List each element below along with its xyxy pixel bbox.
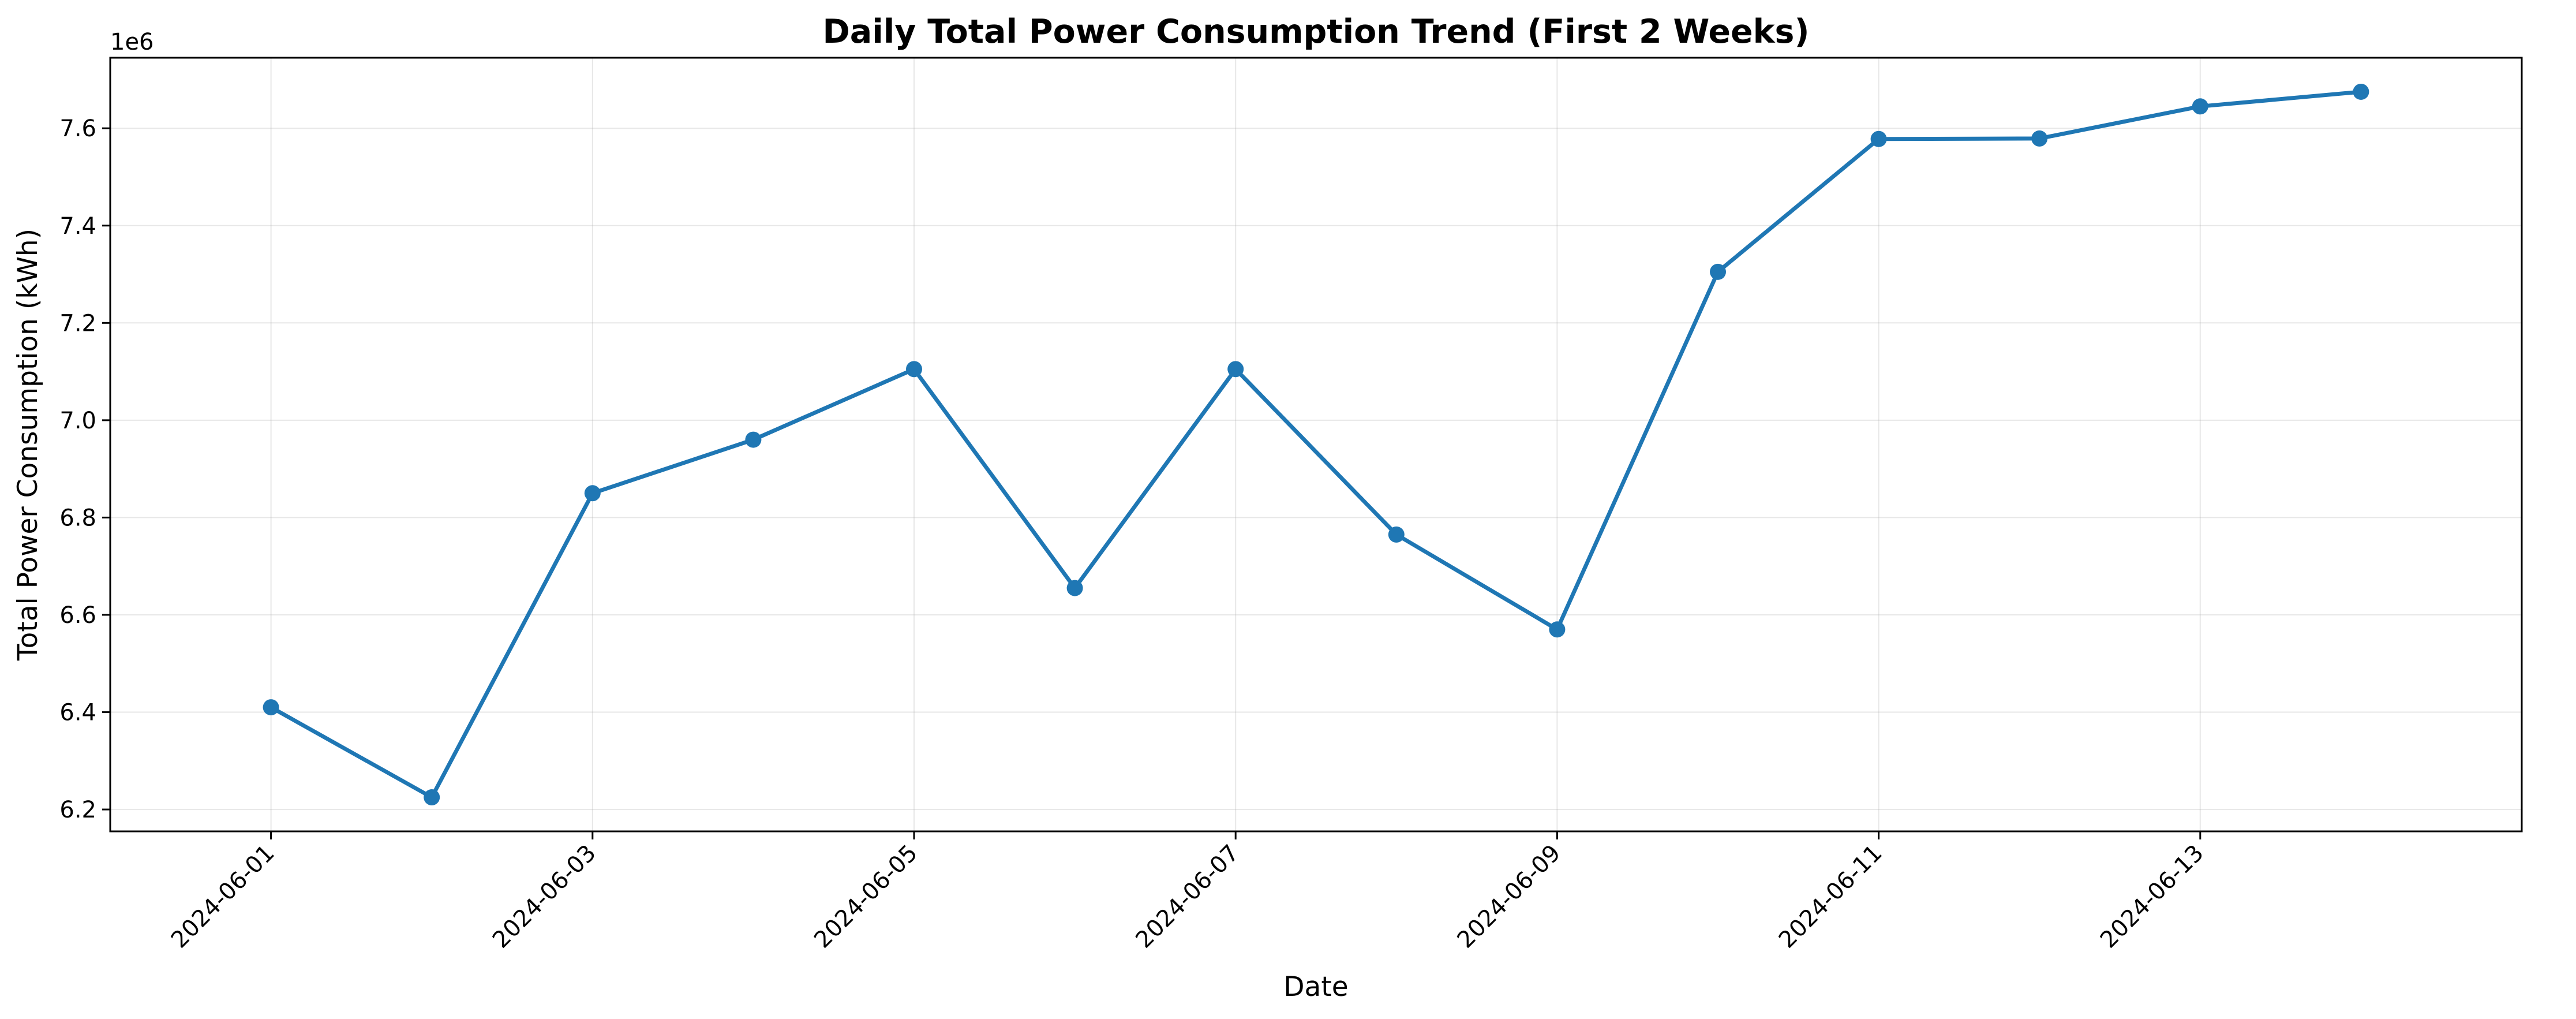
y-axis-ticks: 6.2 6.4 6.6 6.8 7.0 7.2 7.4 7.6 — [59, 115, 110, 823]
y-axis-offset-label: 1e6 — [110, 29, 154, 55]
data-point — [2031, 130, 2048, 147]
data-point — [1870, 130, 1887, 147]
data-point — [1227, 361, 1244, 378]
data-point — [1066, 580, 1083, 596]
data-point — [424, 789, 440, 806]
x-axis-label: Date — [1283, 971, 1348, 1003]
grid — [110, 58, 2522, 831]
data-point — [1549, 621, 1566, 638]
y-axis-label: Total Power Consumption (kWh) — [12, 229, 44, 661]
y-tick-label: 6.2 — [59, 797, 96, 823]
data-point — [1388, 526, 1405, 543]
series-layer — [263, 83, 2369, 806]
data-point — [906, 361, 922, 378]
y-tick-label: 7.0 — [59, 408, 96, 434]
y-tick-label: 7.2 — [59, 310, 96, 337]
y-tick-label: 7.4 — [59, 213, 96, 240]
y-tick-label: 6.6 — [59, 602, 96, 629]
plot-frame — [109, 57, 2523, 833]
data-point — [1710, 263, 1726, 280]
data-point — [2353, 83, 2369, 100]
y-tick-label: 6.4 — [59, 700, 96, 726]
y-tick-label: 6.8 — [59, 505, 96, 531]
data-point — [584, 485, 601, 502]
series-line — [269, 89, 2363, 800]
data-point — [263, 699, 279, 716]
chart-title: Daily Total Power Consumption Trend (Fir… — [822, 13, 1809, 51]
data-point — [745, 431, 762, 448]
y-tick-label: 7.6 — [59, 115, 96, 142]
data-point — [2192, 98, 2208, 115]
